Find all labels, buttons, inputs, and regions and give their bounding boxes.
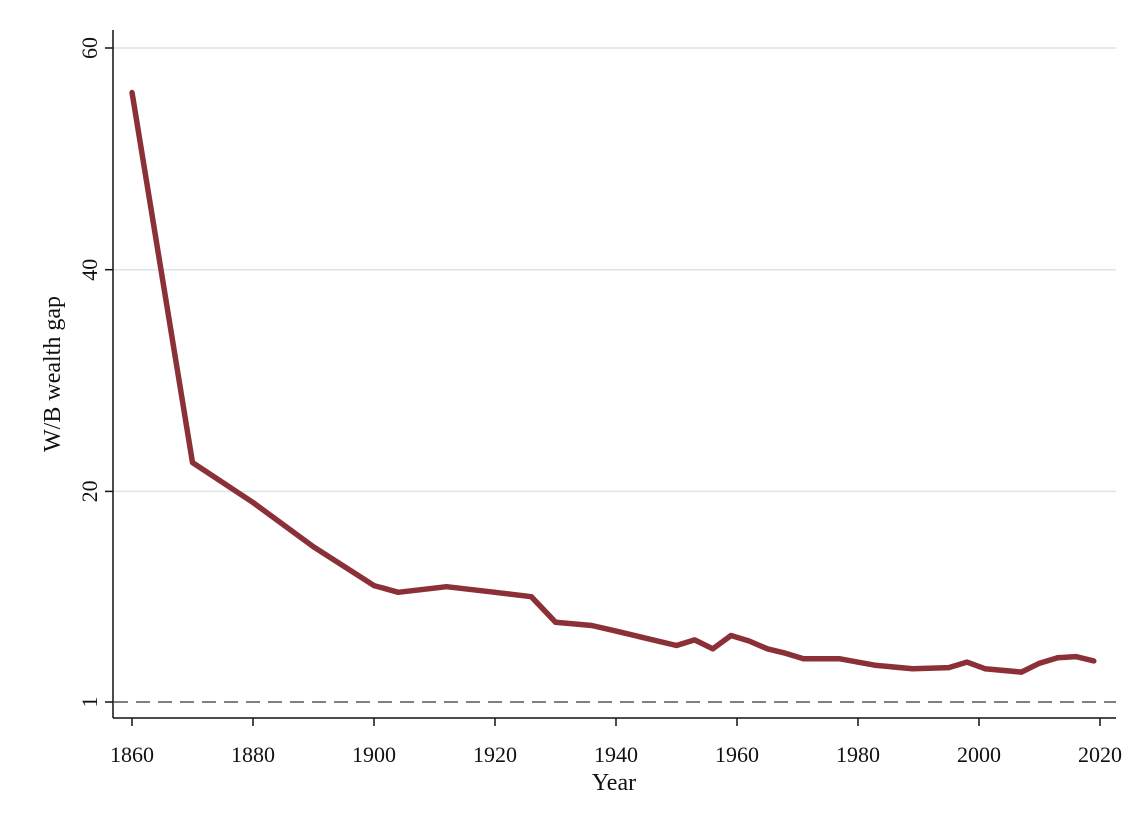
data-point-1950 <box>673 642 680 649</box>
data-point-1890 <box>310 544 317 550</box>
x-tick-label-1880: 1880 <box>231 742 275 767</box>
y-tick-label-1: 1 <box>77 697 102 708</box>
data-point-1930 <box>552 619 559 625</box>
data-point-1983 <box>873 662 879 669</box>
x-tick-label-1900: 1900 <box>352 742 396 767</box>
data-point-1971 <box>800 656 807 662</box>
y-tick-label-40: 40 <box>77 259 102 281</box>
data-point-1956 <box>710 646 716 652</box>
data-point-1936 <box>589 622 595 629</box>
data-point-1920 <box>492 589 498 595</box>
x-axis-ticks: 1860 1880 1900 1920 1940 1960 1980 2000 2020 <box>110 718 1122 767</box>
data-point-2001 <box>982 666 988 672</box>
data-point-2019 <box>1091 658 1097 664</box>
y-axis-title: W/B wealth gap <box>40 296 66 452</box>
y-tick-label-20: 20 <box>77 480 102 502</box>
data-point-1912 <box>444 584 450 590</box>
data-point-1998 <box>964 659 970 665</box>
data-point-1870 <box>189 459 196 466</box>
x-axis-title: Year <box>592 770 636 796</box>
data-point-1880 <box>250 499 256 506</box>
data-point-1965 <box>764 646 770 652</box>
data-point-1900 <box>371 583 377 589</box>
data-point-1904 <box>395 589 401 595</box>
data-point-1926 <box>528 594 534 600</box>
x-tick-label-1980: 1980 <box>836 742 880 767</box>
data-point-1940 <box>613 628 619 634</box>
data-point-1962 <box>746 638 752 644</box>
data-point-1989 <box>909 666 916 672</box>
x-tick-label-2000: 2000 <box>957 742 1001 767</box>
x-tick-label-1860: 1860 <box>110 742 154 767</box>
data-point-2007 <box>1018 669 1024 675</box>
series-group <box>129 89 1097 675</box>
x-tick-label-2020: 2020 <box>1078 742 1122 767</box>
data-point-2010 <box>1036 660 1043 666</box>
x-tick-label-1940: 1940 <box>594 742 638 767</box>
series-line-0 <box>129 91 1095 675</box>
data-point-1959 <box>728 632 734 639</box>
data-point-1860 <box>129 89 135 95</box>
data-point-2013 <box>1055 655 1061 661</box>
y-tick-label-60: 60 <box>77 37 102 59</box>
gridlines <box>114 47 1116 493</box>
y-axis-ticks: 1 20 40 60 <box>77 37 113 708</box>
axes <box>112 30 1116 719</box>
data-point-2016 <box>1073 653 1079 660</box>
data-point-1953 <box>692 637 698 643</box>
x-tick-label-1960: 1960 <box>715 742 759 767</box>
x-tick-label-1920: 1920 <box>473 742 517 767</box>
data-point-1977 <box>837 656 843 662</box>
data-point-1968 <box>782 650 789 656</box>
data-point-1995 <box>946 665 952 671</box>
